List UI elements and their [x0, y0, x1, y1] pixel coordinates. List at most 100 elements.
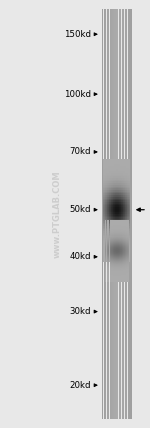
- Bar: [127, 9, 128, 419]
- Bar: [125, 238, 126, 240]
- Bar: [122, 235, 123, 237]
- Bar: [125, 195, 126, 197]
- Bar: [113, 173, 114, 175]
- Bar: [118, 226, 119, 228]
- Bar: [118, 232, 119, 233]
- Bar: [128, 257, 129, 259]
- Bar: [121, 262, 122, 263]
- Bar: [113, 276, 114, 278]
- Bar: [122, 271, 123, 273]
- Bar: [107, 250, 108, 251]
- Bar: [118, 228, 119, 229]
- Bar: [125, 225, 126, 226]
- Bar: [124, 161, 125, 163]
- Bar: [126, 199, 127, 200]
- Bar: [124, 221, 125, 223]
- Bar: [112, 248, 113, 249]
- Bar: [115, 200, 116, 202]
- Bar: [106, 216, 107, 217]
- Bar: [125, 223, 126, 224]
- Bar: [123, 257, 124, 258]
- Bar: [107, 220, 108, 221]
- Bar: [110, 266, 111, 268]
- Bar: [116, 223, 117, 224]
- Bar: [125, 222, 126, 223]
- Bar: [128, 226, 129, 227]
- Bar: [118, 270, 119, 271]
- Bar: [125, 240, 126, 241]
- Bar: [126, 250, 127, 251]
- Bar: [125, 243, 126, 245]
- Bar: [107, 214, 108, 216]
- Bar: [115, 273, 116, 274]
- Bar: [129, 163, 130, 164]
- Bar: [116, 204, 117, 205]
- Bar: [125, 178, 126, 180]
- Bar: [108, 255, 109, 256]
- Bar: [125, 265, 126, 266]
- Bar: [122, 221, 123, 222]
- Bar: [117, 256, 118, 257]
- Bar: [110, 224, 111, 226]
- Bar: [113, 166, 114, 168]
- Bar: [127, 173, 128, 175]
- Bar: [122, 161, 123, 163]
- Bar: [104, 252, 105, 253]
- Bar: [127, 247, 128, 248]
- Bar: [124, 254, 125, 255]
- Bar: [113, 200, 114, 202]
- Bar: [120, 241, 121, 242]
- Bar: [121, 205, 122, 207]
- Bar: [118, 216, 119, 217]
- Bar: [103, 204, 104, 205]
- Bar: [112, 9, 113, 419]
- Bar: [116, 252, 117, 253]
- Bar: [104, 188, 105, 190]
- Bar: [119, 265, 120, 266]
- Bar: [104, 205, 105, 207]
- Bar: [126, 245, 127, 247]
- Bar: [128, 253, 129, 254]
- Bar: [128, 228, 129, 229]
- Bar: [113, 260, 114, 261]
- Bar: [115, 181, 116, 183]
- Bar: [117, 164, 118, 166]
- Bar: [129, 190, 130, 192]
- Bar: [110, 259, 111, 260]
- Bar: [123, 250, 124, 252]
- Bar: [108, 260, 109, 262]
- Bar: [121, 161, 122, 163]
- Bar: [114, 265, 115, 266]
- Bar: [121, 222, 122, 223]
- Bar: [123, 171, 124, 173]
- Bar: [120, 176, 121, 178]
- Bar: [120, 244, 121, 245]
- Bar: [108, 238, 109, 240]
- Bar: [122, 266, 123, 268]
- Bar: [116, 193, 117, 195]
- Bar: [121, 192, 122, 193]
- Bar: [126, 178, 127, 180]
- Bar: [125, 164, 126, 166]
- Bar: [111, 200, 112, 202]
- Bar: [115, 254, 116, 255]
- Bar: [108, 274, 109, 276]
- Bar: [115, 245, 116, 246]
- Bar: [120, 254, 121, 255]
- Bar: [109, 192, 110, 193]
- Bar: [114, 245, 115, 246]
- Bar: [118, 187, 119, 188]
- Bar: [126, 161, 127, 163]
- Bar: [117, 225, 118, 226]
- Bar: [128, 245, 129, 246]
- Bar: [122, 164, 123, 166]
- Bar: [125, 199, 126, 200]
- Bar: [117, 227, 118, 228]
- Bar: [119, 269, 120, 270]
- Bar: [124, 228, 125, 229]
- Bar: [118, 241, 119, 242]
- Bar: [105, 183, 106, 185]
- Bar: [110, 195, 111, 197]
- Bar: [107, 211, 108, 212]
- Bar: [118, 251, 119, 252]
